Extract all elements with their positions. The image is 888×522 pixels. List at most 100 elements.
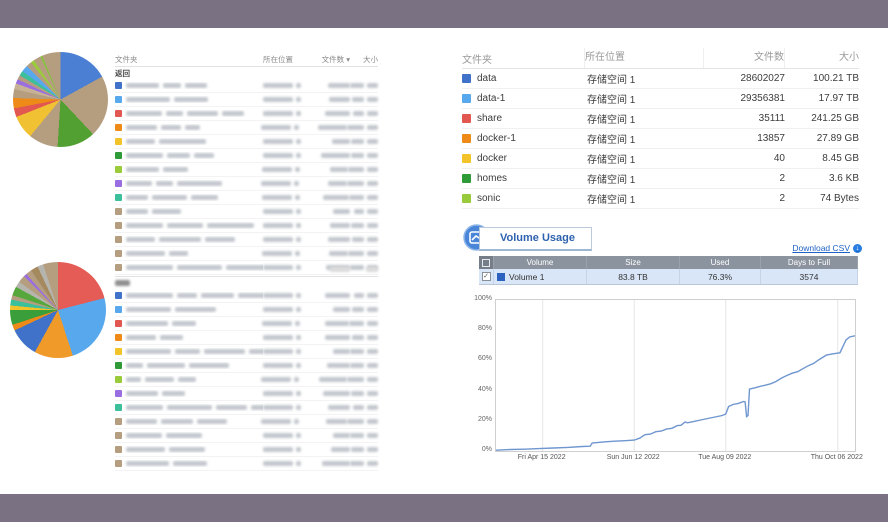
blurred-count [332,139,350,144]
blurred-folder-row[interactable] [115,429,378,443]
column-header-folder[interactable]: 文件夹 [462,54,492,66]
blurred-text [200,293,234,298]
blurred-count [326,419,347,424]
blurred-location [296,447,301,452]
blurred-folder-row[interactable] [115,135,378,149]
volume-row[interactable]: ✓ Volume 1 83.8 TB 76.3% 3574 [479,269,858,285]
volume-table: Volume Size Used Days to Full ✓ Volume 1… [479,256,858,285]
column-header-days-to-full[interactable]: Days to Full [761,256,858,269]
blurred-folder-row[interactable] [115,359,378,373]
column-header-size[interactable]: 大小 [784,48,859,68]
blurred-folder-row[interactable] [115,107,378,121]
column-header-count-sorted[interactable]: 文件数 ▾ [319,54,350,65]
blurred-location [263,405,293,410]
blurred-location [263,363,293,368]
column-header-location[interactable]: 所在位置 [584,48,703,68]
x-axis-tick-label: Fri Apr 15 2022 [517,454,566,461]
column-header-used[interactable]: Used [680,256,761,269]
volume-legend-swatch [497,272,505,281]
folder-row[interactable]: share 存储空间 1 35111 241.25 GB [462,109,859,129]
y-axis-tick-label: 0% [481,446,492,453]
blurred-text [126,419,157,424]
blurred-folder-row[interactable] [115,247,378,261]
blurred-folder-row[interactable] [115,401,378,415]
blurred-folder-row[interactable] [115,345,378,359]
y-axis-tick-label: 40% [477,385,492,393]
folder-file-count: 2 [779,193,785,204]
blurred-folder-row[interactable] [115,457,378,471]
volume-used: 76.3% [680,269,761,284]
blurred-folder-row[interactable] [115,149,378,163]
back-link[interactable]: 返回 [115,68,130,78]
blurred-count [329,97,350,102]
blurred-text [126,209,148,214]
column-header-size[interactable]: Size [587,256,680,269]
folder-row[interactable]: homes 存储空间 1 2 3.6 KB [462,169,859,189]
blurred-text [155,181,173,186]
blurred-folder-row[interactable] [115,93,378,107]
blurred-size [366,167,378,172]
blurred-count [330,223,350,228]
blurred-size [367,153,378,158]
blurred-folder-row[interactable] [115,205,378,219]
download-csv-link[interactable]: Download CSV ↓ [792,243,862,253]
blurred-folder-row[interactable] [115,443,378,457]
column-header-size[interactable]: 大小 [363,54,378,64]
blurred-folder-row[interactable] [115,163,378,177]
blurred-location [262,195,293,200]
blurred-folder-row[interactable] [115,373,378,387]
blurred-count [325,111,350,116]
blurred-text [126,223,164,228]
folder-row[interactable]: docker 存储空间 1 40 8.45 GB [462,149,859,169]
column-header-location[interactable]: 所在位置 [263,54,293,64]
blurred-folder-row[interactable] [115,191,379,205]
blurred-folder-row[interactable] [115,121,378,135]
folder-row[interactable]: data 存储空间 1 28602027 100.21 TB [462,69,859,89]
blurred-size [350,461,364,466]
checkbox-checked-icon: ✓ [481,272,491,281]
window-chrome-bottom [0,494,888,522]
blurred-count [328,181,347,186]
blurred-text [172,461,208,466]
blurred-folder-row[interactable] [115,303,378,317]
folder-row[interactable]: data-1 存储空间 1 29356381 17.97 TB [462,89,859,109]
blurred-location [261,251,292,256]
blurred-folder-row[interactable] [115,79,378,93]
blurred-folder-row[interactable] [115,233,378,247]
volume-checkbox[interactable]: ✓ [479,269,494,284]
folder-row[interactable]: docker-1 存储空间 1 13857 27.89 GB [462,129,859,149]
column-header-folder[interactable]: 文件夹 [115,54,138,64]
blurred-size [367,363,378,368]
blurred-folder-row[interactable] [115,415,378,429]
blurred-count [321,153,350,158]
folder-size-pie-chart-1[interactable] [13,52,108,147]
blurred-size [367,377,378,382]
x-axis-tick-label: Tue Aug 09 2022 [698,454,752,461]
folder-color-swatch [115,376,122,383]
blurred-folder-row[interactable] [115,289,378,303]
blurred-location [294,167,300,172]
blurred-size [347,167,364,172]
folder-row[interactable]: sonic 存储空间 1 2 74 Bytes [462,189,859,209]
folder-color-swatch [115,418,122,425]
window-chrome-top [0,0,888,28]
blurred-folder-row[interactable] [115,219,378,233]
select-all-checkbox[interactable] [479,256,494,269]
blurred-back-link[interactable] [115,280,130,286]
blurred-text [126,153,163,158]
folder-name: docker [477,153,508,164]
blurred-folder-row[interactable] [115,387,378,401]
blurred-location [263,97,293,102]
folder-size: 17.97 TB [818,93,859,104]
blurred-size [352,335,364,340]
blurred-folder-row[interactable] [115,177,378,191]
column-header-volume[interactable]: Volume [494,256,587,269]
column-header-count[interactable]: 文件数 [703,48,784,68]
blurred-location [296,83,301,88]
blurred-folder-row[interactable] [115,317,379,331]
blurred-size [367,433,378,438]
blurred-folder-row[interactable] [115,331,378,345]
folder-name: sonic [477,193,501,204]
folder-color-swatch [115,152,122,159]
folder-size-pie-chart-2[interactable] [10,262,106,358]
